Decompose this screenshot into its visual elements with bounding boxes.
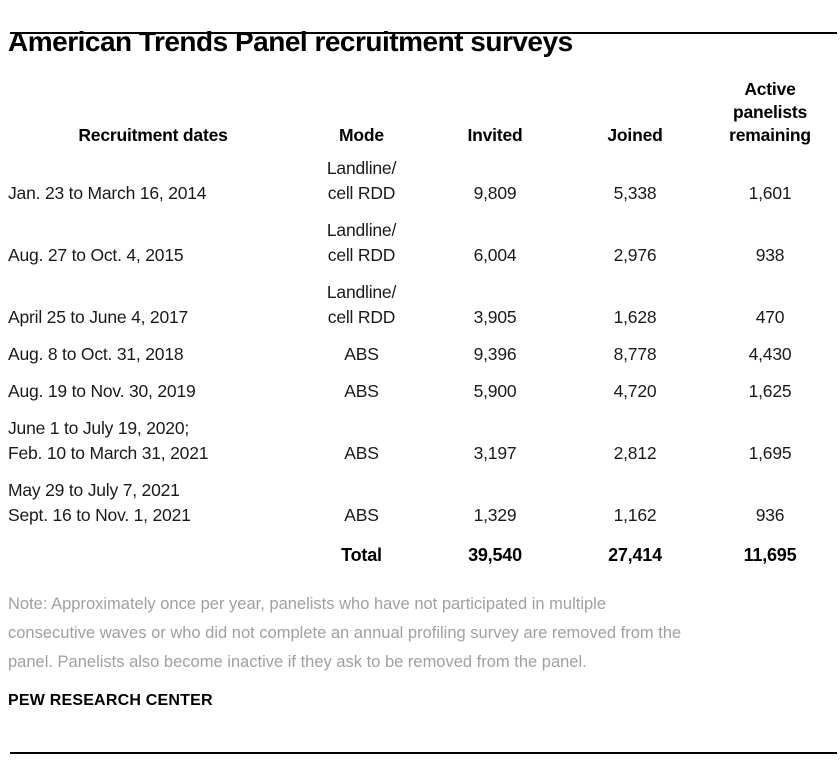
cell-joined: 1,628 xyxy=(613,307,657,327)
cell-invited: 3,197 xyxy=(473,443,517,463)
table-row: Jan. 23 to March 16, 2014 Landline/ cell… xyxy=(8,150,835,206)
cell-mode: ABS xyxy=(344,344,379,364)
cell-mode: ABS xyxy=(344,505,379,525)
cell-active: 1,601 xyxy=(748,183,792,203)
cell-total-spacer xyxy=(8,528,298,568)
cell-active: 1,695 xyxy=(748,443,792,463)
col-header-joined: Joined xyxy=(565,74,705,150)
cell-total-label: Total xyxy=(341,545,382,565)
cell-invited: 3,905 xyxy=(473,307,517,327)
cell-invited: 9,809 xyxy=(473,183,517,203)
cell-invited: 6,004 xyxy=(473,245,517,265)
cell-invited: 1,329 xyxy=(473,505,517,525)
col-header-invited: Invited xyxy=(425,74,565,150)
recruitment-surveys-table: Recruitment dates Mode Invited Joined Ac… xyxy=(8,74,835,568)
cell-date: Jan. 23 to March 16, 2014 xyxy=(8,183,207,203)
col-header-joined-label: Joined xyxy=(607,125,663,145)
cell-date: April 25 to June 4, 2017 xyxy=(8,307,189,327)
col-header-active-panelists: Active panelists remaining xyxy=(705,74,835,150)
table-row: Aug. 27 to Oct. 4, 2015 Landline/ cell R… xyxy=(8,206,835,268)
cell-active: 938 xyxy=(755,245,785,265)
cell-joined: 5,338 xyxy=(613,183,657,203)
col-header-recruitment-dates: Recruitment dates xyxy=(8,74,298,150)
table-row: April 25 to June 4, 2017 Landline/ cell … xyxy=(8,268,835,330)
cell-joined: 8,778 xyxy=(613,344,657,364)
col-header-recruitment-dates-label: Recruitment dates xyxy=(78,125,228,145)
cell-invited: 9,396 xyxy=(473,344,517,364)
cell-total-active: 11,695 xyxy=(743,545,797,565)
table-row: June 1 to July 19, 2020; Feb. 10 to Marc… xyxy=(8,404,835,466)
source-brand: PEW RESEARCH CENTER xyxy=(8,692,213,709)
table-header-row: Recruitment dates Mode Invited Joined Ac… xyxy=(8,74,835,150)
cell-mode: ABS xyxy=(344,381,379,401)
note-text: Note: Approximately once per year, panel… xyxy=(8,595,682,671)
col-header-invited-label: Invited xyxy=(467,125,523,145)
cell-active: 936 xyxy=(755,505,785,525)
cell-mode: Landline/ cell RDD xyxy=(326,158,397,203)
cell-active: 4,430 xyxy=(748,344,792,364)
table-total-row: Total 39,540 27,414 11,695 xyxy=(8,528,835,568)
cell-active: 470 xyxy=(755,307,785,327)
cell-date: May 29 to July 7, 2021 Sept. 16 to Nov. … xyxy=(8,480,191,525)
col-header-mode: Mode xyxy=(298,74,425,150)
figure-title: American Trends Panel recruitment survey… xyxy=(8,26,573,57)
cell-mode: ABS xyxy=(344,443,379,463)
col-header-active-panelists-label: Active panelists remaining xyxy=(729,79,811,145)
cell-joined: 4,720 xyxy=(613,381,657,401)
cell-mode: Landline/ cell RDD xyxy=(326,282,397,327)
top-rule xyxy=(10,32,837,34)
table-row: Aug. 19 to Nov. 30, 2019 ABS 5,900 4,720… xyxy=(8,367,835,404)
cell-joined: 1,162 xyxy=(613,505,657,525)
cell-date: June 1 to July 19, 2020; Feb. 10 to Marc… xyxy=(8,418,209,463)
cell-invited: 5,900 xyxy=(473,381,517,401)
table-row: May 29 to July 7, 2021 Sept. 16 to Nov. … xyxy=(8,466,835,528)
cell-date: Aug. 27 to Oct. 4, 2015 xyxy=(8,245,184,265)
cell-joined: 2,812 xyxy=(613,443,657,463)
cell-mode: Landline/ cell RDD xyxy=(326,220,397,265)
bottom-rule xyxy=(10,752,837,754)
col-header-mode-label: Mode xyxy=(339,125,384,145)
table-row: Aug. 8 to Oct. 31, 2018 ABS 9,396 8,778 … xyxy=(8,330,835,367)
cell-date: Aug. 19 to Nov. 30, 2019 xyxy=(8,381,196,401)
cell-date: Aug. 8 to Oct. 31, 2018 xyxy=(8,344,184,364)
cell-active: 1,625 xyxy=(748,381,792,401)
cell-total-invited: 39,540 xyxy=(468,545,522,565)
cell-total-joined: 27,414 xyxy=(608,545,662,565)
cell-joined: 2,976 xyxy=(613,245,657,265)
